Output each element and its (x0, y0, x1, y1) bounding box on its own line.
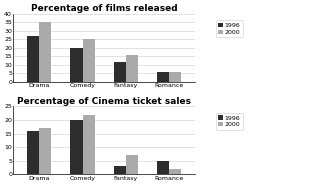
Bar (157, 72, 169, 82)
Bar (114, 62, 126, 82)
Bar (71, 48, 83, 82)
Bar (27, 36, 39, 82)
Bar (169, 72, 181, 82)
Bar (39, 128, 51, 174)
Bar (126, 55, 138, 82)
Bar (126, 155, 138, 174)
Bar (39, 22, 51, 82)
Bar (157, 161, 169, 174)
Bar (71, 120, 83, 174)
Bar (114, 166, 126, 174)
Bar (27, 131, 39, 174)
Bar (83, 115, 95, 174)
Legend: 1996, 2000: 1996, 2000 (215, 113, 243, 130)
Title: Percentage of Cinema ticket sales: Percentage of Cinema ticket sales (17, 97, 191, 106)
Bar (169, 169, 181, 174)
Legend: 1996, 2000: 1996, 2000 (215, 21, 243, 38)
Title: Percentage of films released: Percentage of films released (31, 4, 177, 13)
Bar (83, 39, 95, 82)
